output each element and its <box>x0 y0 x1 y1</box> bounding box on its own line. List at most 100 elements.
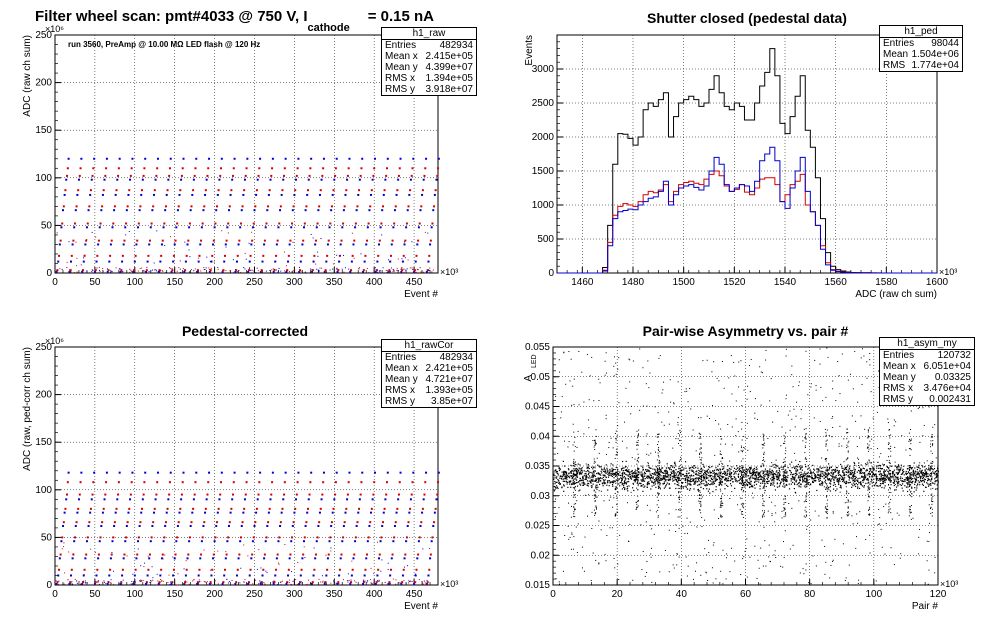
asym-point <box>863 477 865 479</box>
rawCor-point <box>77 507 80 510</box>
rawCor-point <box>415 581 417 583</box>
asym-point <box>679 496 681 498</box>
asym-point <box>594 475 596 477</box>
raw-point <box>389 270 391 272</box>
asym-point <box>687 479 689 482</box>
asym-point <box>592 477 594 479</box>
asym-point <box>700 494 702 496</box>
asym-point <box>566 478 568 480</box>
raw-point <box>301 243 304 246</box>
asym-point <box>586 480 589 482</box>
asym-point <box>794 467 796 470</box>
asym-point <box>593 474 595 477</box>
rawCor-point <box>113 570 115 572</box>
raw-point <box>119 267 121 269</box>
asym-point <box>703 466 705 468</box>
asym-point <box>838 470 840 472</box>
asym-point <box>909 467 911 469</box>
ped-axes: 1460 1480 1500 1520 1540 1560 1580 160005001000… <box>524 34 957 300</box>
asym-point <box>744 481 746 483</box>
asym-point <box>617 468 619 471</box>
asym-point <box>657 483 659 485</box>
asym-point <box>645 469 647 471</box>
asym-point <box>637 479 639 481</box>
asym-point <box>656 481 659 483</box>
raw-point <box>364 254 367 257</box>
asym-point <box>843 468 846 471</box>
asym-point <box>912 478 914 480</box>
rawCor-point <box>370 583 372 585</box>
raw-point <box>288 271 290 273</box>
asym-point <box>620 474 622 477</box>
rawCor-point <box>259 583 262 586</box>
asym-point <box>750 472 753 474</box>
asym-point <box>686 484 689 486</box>
asym-point <box>646 469 648 471</box>
asym-point <box>741 471 743 474</box>
asym-point <box>806 479 808 481</box>
asym-point <box>863 476 865 478</box>
raw-point <box>336 254 338 256</box>
asym-point <box>573 511 575 513</box>
rawCor-point <box>260 567 262 569</box>
raw-point <box>199 243 202 246</box>
asym-point <box>713 480 715 482</box>
raw-point <box>137 270 139 272</box>
asym-point <box>838 479 840 481</box>
asym-point <box>834 471 836 473</box>
rawCor-y-tick-label: 250 <box>35 342 52 353</box>
asym-point <box>811 477 813 479</box>
asym-point <box>773 476 775 478</box>
asym-point <box>925 476 927 478</box>
asym-point <box>828 467 831 470</box>
asym-point <box>765 485 767 488</box>
asym-point <box>625 473 627 476</box>
raw-point <box>212 239 215 242</box>
asym-point <box>573 503 575 505</box>
asym-point <box>573 471 575 473</box>
raw-point <box>176 270 178 272</box>
rawCor-point <box>99 536 102 539</box>
asym-point <box>553 474 555 476</box>
asym-point <box>658 478 660 480</box>
raw-point <box>61 268 63 270</box>
asym-point <box>837 479 840 482</box>
raw-point <box>207 167 210 170</box>
rawCor-point <box>401 581 404 584</box>
asym-point <box>724 478 727 480</box>
asym-point <box>754 487 756 489</box>
asym-point <box>615 437 617 439</box>
asym-point <box>659 468 661 470</box>
rawCor-point <box>223 568 226 571</box>
asym-point <box>871 475 873 477</box>
rawCor-point <box>325 574 328 577</box>
asym-point <box>649 477 651 480</box>
raw-point <box>416 243 419 246</box>
raw-point <box>100 209 103 212</box>
asym-point <box>879 477 881 480</box>
asym-point <box>919 468 921 470</box>
asym-point <box>657 436 659 438</box>
raw-point <box>348 268 350 270</box>
asym-point <box>573 513 575 515</box>
asym-point <box>587 482 589 484</box>
asym-point <box>612 468 614 471</box>
rawCor-point <box>211 568 214 571</box>
asym-point <box>860 468 863 471</box>
asym-point <box>602 482 604 484</box>
asym-point <box>811 472 813 474</box>
rawCor-point <box>143 566 145 568</box>
asym-point <box>681 466 683 468</box>
asym-point <box>839 484 842 487</box>
asym-point <box>880 474 882 476</box>
asym-point <box>916 485 918 487</box>
rawCor-point <box>373 481 376 484</box>
rawCor-point <box>168 574 170 576</box>
rawCor-point <box>243 581 245 583</box>
asym-point <box>699 497 701 499</box>
rawCor-point <box>302 540 305 543</box>
raw-point <box>434 189 437 192</box>
rawCor-point <box>61 536 64 539</box>
asym-point <box>652 476 654 478</box>
asym-point <box>634 477 637 479</box>
